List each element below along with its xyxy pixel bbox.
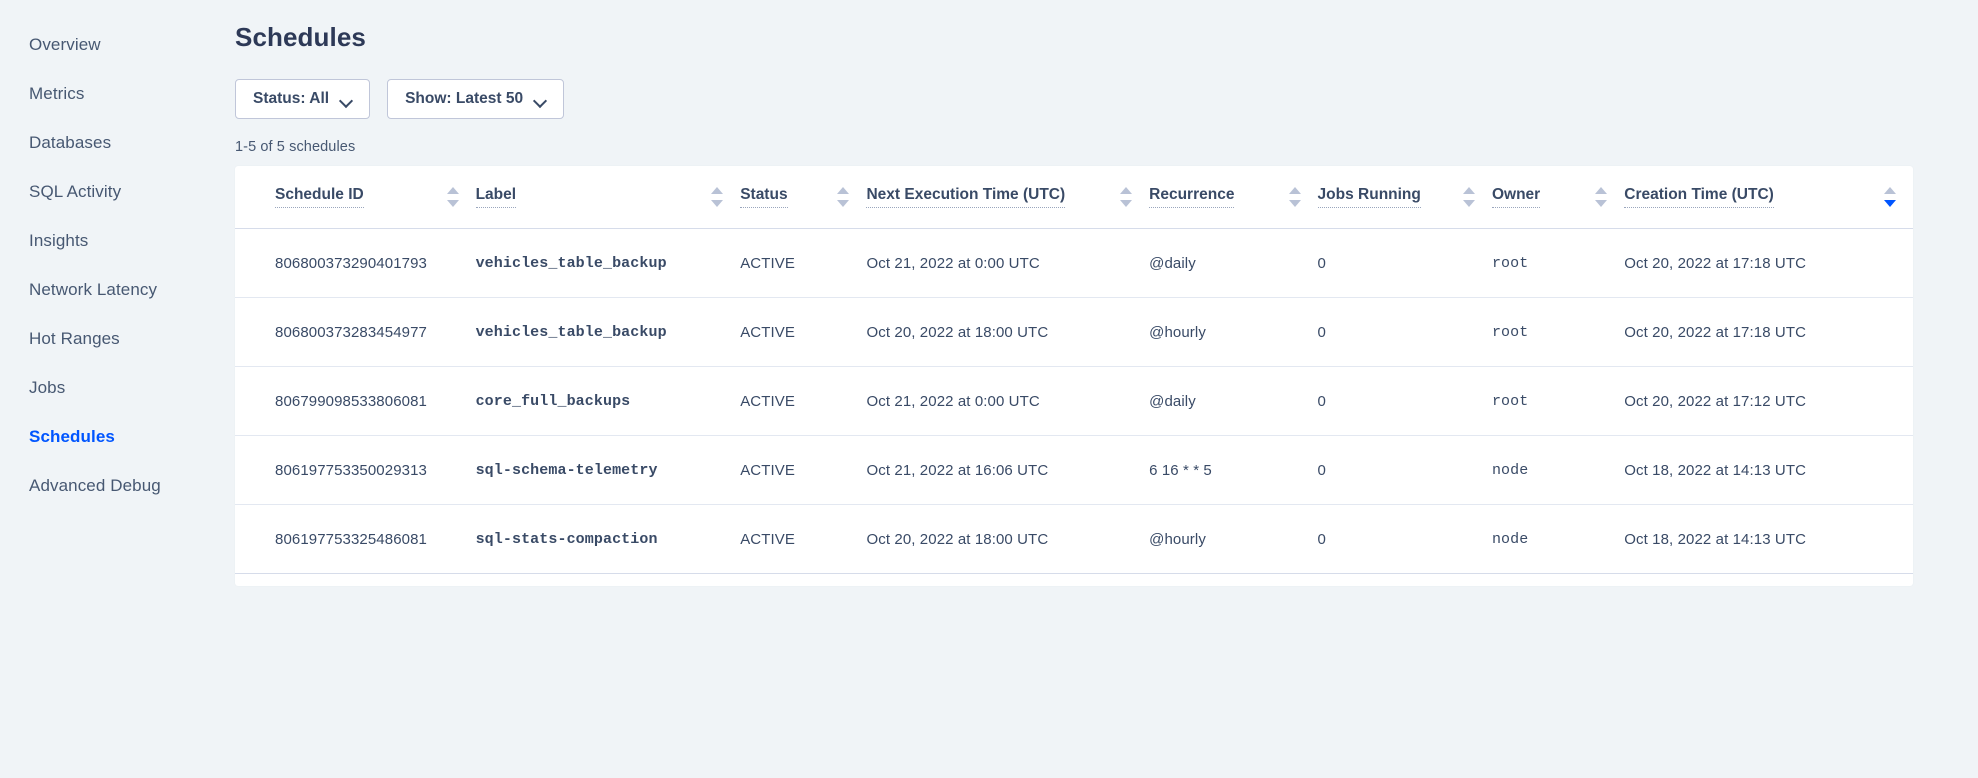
column-header-label: Label	[475, 186, 517, 208]
column-header-recurrence[interactable]: Recurrence	[1149, 166, 1317, 229]
cell-label: core_full_backups	[475, 392, 631, 410]
column-header-label: Next Execution Time (UTC)	[866, 186, 1066, 208]
cell-owner: root	[1491, 392, 1529, 410]
cell-next-execution: Oct 21, 2022 at 0:00 UTC	[866, 254, 1040, 272]
table-row[interactable]: 806197753350029313 sql-schema-telemetry …	[235, 436, 1913, 505]
sidebar-item-insights[interactable]: Insights	[29, 231, 89, 250]
cell-recurrence: @daily	[1149, 392, 1196, 410]
chevron-down-icon	[341, 96, 352, 103]
sidebar-item-databases[interactable]: Databases	[29, 133, 112, 152]
cell-creation-time: Oct 20, 2022 at 17:18 UTC	[1624, 254, 1807, 272]
column-header-next-execution-time[interactable]: Next Execution Time (UTC)	[866, 166, 1149, 229]
table-row[interactable]: 806800373290401793 vehicles_table_backup…	[235, 229, 1913, 298]
cell-recurrence: @hourly	[1149, 530, 1206, 548]
cell-jobs-running: 0	[1317, 323, 1326, 341]
cell-status: ACTIVE	[740, 323, 795, 341]
page-title: Schedules	[235, 22, 366, 52]
cell-recurrence: @hourly	[1149, 323, 1206, 341]
schedules-table: Schedule ID Label	[235, 166, 1913, 574]
cell-label: vehicles_table_backup	[475, 254, 667, 272]
cell-label: sql-stats-compaction	[475, 530, 658, 548]
sort-toggle-creation-time[interactable]	[1884, 186, 1897, 208]
sidebar-item-hot-ranges[interactable]: Hot Ranges	[29, 329, 120, 348]
cell-status: ACTIVE	[740, 254, 795, 272]
filter-bar: Status: All Show: Latest 50	[235, 79, 1978, 119]
column-header-jobs-running[interactable]: Jobs Running	[1317, 166, 1492, 229]
result-count: 1-5 of 5 schedules	[235, 139, 356, 155]
sort-toggle-recurrence[interactable]	[1288, 186, 1302, 208]
sidebar: Overview Metrics Databases SQL Activity …	[0, 0, 235, 778]
column-header-owner[interactable]: Owner	[1491, 166, 1624, 229]
cell-status: ACTIVE	[740, 392, 795, 410]
cell-next-execution: Oct 21, 2022 at 16:06 UTC	[866, 461, 1049, 479]
cell-label: vehicles_table_backup	[475, 323, 667, 341]
cell-schedule-id: 806800373283454977	[275, 323, 427, 341]
column-header-status[interactable]: Status	[740, 166, 866, 229]
column-header-schedule-id[interactable]: Schedule ID	[235, 166, 476, 229]
table-row[interactable]: 806799098533806081 core_full_backups ACT…	[235, 367, 1913, 436]
cell-recurrence: 6 16 * * 5	[1149, 461, 1212, 479]
show-filter-label: Show: Latest 50	[405, 90, 524, 107]
sort-toggle-next-execution-time[interactable]	[1120, 186, 1133, 208]
cell-jobs-running: 0	[1317, 254, 1326, 272]
sidebar-item-jobs[interactable]: Jobs	[29, 378, 66, 397]
cell-jobs-running: 0	[1317, 392, 1326, 410]
table-row[interactable]: 806800373283454977 vehicles_table_backup…	[235, 298, 1913, 367]
column-header-creation-time[interactable]: Creation Time (UTC)	[1624, 166, 1913, 229]
main-content: Schedules Status: All Show: Latest 50 1-…	[235, 0, 1978, 778]
cell-creation-time: Oct 18, 2022 at 14:13 UTC	[1624, 461, 1807, 479]
sidebar-item-metrics[interactable]: Metrics	[29, 84, 85, 103]
column-header-label: Creation Time (UTC)	[1624, 186, 1774, 208]
cell-recurrence: @daily	[1149, 254, 1196, 272]
sort-toggle-owner[interactable]	[1595, 186, 1608, 208]
chevron-down-icon	[535, 96, 546, 103]
schedules-table-card: Schedule ID Label	[235, 166, 1913, 586]
status-filter-label: Status: All	[253, 90, 330, 107]
sidebar-item-sql-activity[interactable]: SQL Activity	[29, 182, 122, 201]
status-filter-button[interactable]: Status: All	[235, 79, 371, 119]
table-header: Schedule ID Label	[235, 166, 1913, 229]
cell-status: ACTIVE	[740, 530, 795, 548]
cell-owner: root	[1491, 323, 1529, 341]
column-header-label: Recurrence	[1149, 186, 1235, 208]
cell-owner: node	[1491, 530, 1529, 548]
sidebar-item-advanced-debug[interactable]: Advanced Debug	[29, 476, 161, 495]
cell-next-execution: Oct 20, 2022 at 18:00 UTC	[866, 323, 1049, 341]
table-row[interactable]: 806197753325486081 sql-stats-compaction …	[235, 505, 1913, 574]
cell-creation-time: Oct 20, 2022 at 17:12 UTC	[1624, 392, 1807, 410]
column-header-label: Status	[740, 186, 788, 208]
sidebar-item-overview[interactable]: Overview	[29, 35, 101, 54]
cell-owner: root	[1491, 254, 1529, 272]
cell-label: sql-schema-telemetry	[475, 461, 658, 479]
cell-schedule-id: 806197753350029313	[275, 461, 427, 479]
sidebar-item-schedules[interactable]: Schedules	[29, 427, 115, 446]
cell-next-execution: Oct 21, 2022 at 0:00 UTC	[866, 392, 1040, 410]
cell-owner: node	[1491, 461, 1529, 479]
cell-next-execution: Oct 20, 2022 at 18:00 UTC	[866, 530, 1049, 548]
sort-toggle-jobs-running[interactable]	[1462, 186, 1476, 208]
cell-creation-time: Oct 20, 2022 at 17:18 UTC	[1624, 323, 1807, 341]
column-header-label: Jobs Running	[1317, 186, 1421, 208]
cell-schedule-id: 806197753325486081	[275, 530, 427, 548]
sidebar-item-network-latency[interactable]: Network Latency	[29, 280, 158, 299]
sort-toggle-label[interactable]	[711, 186, 724, 208]
column-header-label[interactable]: Label	[475, 166, 741, 229]
cell-schedule-id: 806799098533806081	[275, 392, 427, 410]
cell-jobs-running: 0	[1317, 530, 1326, 548]
cell-creation-time: Oct 18, 2022 at 14:13 UTC	[1624, 530, 1807, 548]
cell-status: ACTIVE	[740, 461, 795, 479]
column-header-label: Schedule ID	[275, 186, 364, 208]
sort-toggle-status[interactable]	[837, 186, 850, 208]
cell-schedule-id: 806800373290401793	[275, 254, 427, 272]
show-filter-button[interactable]: Show: Latest 50	[387, 79, 565, 119]
sort-toggle-schedule-id[interactable]	[446, 186, 460, 208]
table-body: 806800373290401793 vehicles_table_backup…	[235, 229, 1913, 574]
column-header-label: Owner	[1491, 186, 1541, 208]
cell-jobs-running: 0	[1317, 461, 1326, 479]
